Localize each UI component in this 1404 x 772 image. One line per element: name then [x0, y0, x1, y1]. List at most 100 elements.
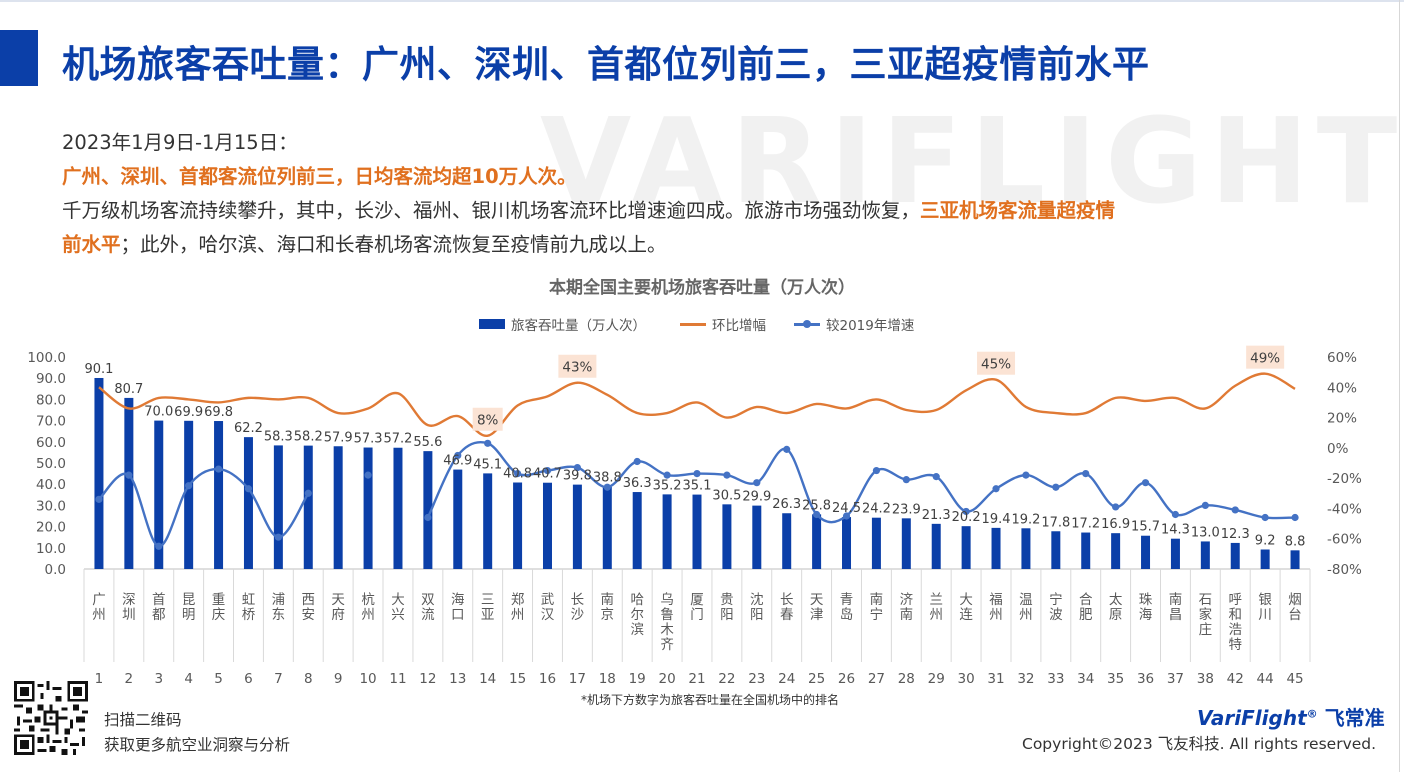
category-label: 广 — [92, 592, 106, 608]
callout-label: 8% — [477, 413, 499, 429]
rank-label: 23 — [748, 671, 765, 687]
date-line: 2023年1月9日-1月15日： — [62, 131, 298, 154]
vs2019-point — [813, 510, 821, 519]
category-label: 杭 — [361, 592, 375, 608]
qr-caption-line-1: 扫描二维码 — [104, 711, 182, 729]
legend-swatch-bar — [479, 319, 505, 329]
vs2019-point — [902, 476, 910, 484]
category-label: 齐 — [660, 637, 674, 653]
legend-item-mom: 环比增幅 — [680, 314, 766, 334]
title-accent-bar — [0, 30, 38, 86]
vs2019-point — [603, 483, 611, 491]
bar-value-label: 15.7 — [1131, 520, 1160, 535]
category-label: 门 — [690, 607, 704, 623]
bar — [1170, 538, 1180, 569]
category-label: 呼 — [1228, 592, 1242, 608]
callout-box — [977, 351, 1016, 375]
category-label: 大 — [959, 592, 973, 608]
category-label: 西 — [302, 592, 316, 608]
bar-value-label: 26.3 — [772, 497, 801, 512]
category-label: 鲁 — [660, 607, 674, 623]
category-label: 浩 — [1228, 622, 1242, 638]
category-label: 宁 — [870, 606, 884, 623]
bar — [1290, 550, 1300, 569]
bar — [94, 377, 104, 569]
vs2019-point — [304, 489, 312, 497]
category-label: 东 — [272, 607, 286, 623]
rank-label: 6 — [244, 671, 253, 687]
category-label: 兰 — [929, 592, 943, 608]
category-label: 州 — [929, 607, 943, 623]
category-label: 重 — [212, 592, 226, 608]
category-label: 宁 — [1049, 591, 1063, 608]
category-label: 首 — [152, 592, 166, 608]
bar-value-label: 62.2 — [234, 421, 263, 436]
category-label: 都 — [152, 607, 166, 623]
bar — [602, 486, 612, 569]
vs2019-point — [1201, 501, 1209, 509]
bar-value-label: 39.8 — [563, 469, 592, 484]
bar-value-label: 46.9 — [443, 454, 472, 469]
rank-label: 38 — [1197, 671, 1214, 687]
vs2019-point — [513, 470, 522, 478]
vs2019-point — [125, 471, 133, 479]
bar-value-label: 35.2 — [653, 478, 682, 493]
category-label: 南 — [1169, 592, 1183, 608]
category-label: 亚 — [481, 607, 495, 623]
category-label: 南 — [870, 592, 884, 608]
bar — [782, 513, 792, 569]
category-label: 昌 — [1169, 607, 1183, 623]
legend-label-vs2019: 较2019年增速 — [826, 318, 915, 334]
vs2019-point — [155, 542, 163, 550]
rank-label: 45 — [1286, 671, 1303, 687]
rank-label: 11 — [389, 671, 406, 687]
right-axis-tick: -60% — [1327, 532, 1362, 548]
category-label: 州 — [1019, 607, 1033, 623]
category-label: 长 — [571, 592, 585, 608]
callout-label: 43% — [562, 360, 592, 376]
category-label: 连 — [959, 607, 973, 623]
bar — [154, 420, 164, 569]
category-label: 郑 — [511, 592, 525, 608]
category-label: 尔 — [630, 607, 644, 623]
category-label: 厦 — [690, 592, 704, 608]
bar — [662, 494, 672, 569]
category-label: 兴 — [391, 607, 405, 623]
category-label: 南 — [601, 592, 615, 608]
bar-value-label: 58.3 — [264, 429, 293, 444]
category-label: 安 — [302, 607, 316, 623]
legend-label-mom: 环比增幅 — [712, 318, 766, 334]
chart-footnote: *机场下方数字为旅客吞吐量在全国机场中的排名 — [580, 693, 839, 707]
bar-value-label: 69.8 — [204, 405, 233, 420]
bar-value-label: 58.2 — [294, 430, 323, 445]
rank-label: 33 — [1047, 671, 1064, 687]
bar-value-label: 38.8 — [593, 471, 622, 486]
bar — [1111, 533, 1121, 569]
bar-value-label: 40.7 — [533, 467, 562, 482]
bar-value-label: 9.2 — [1255, 533, 1276, 548]
rank-label: 1 — [95, 671, 104, 687]
bar — [931, 523, 941, 569]
category-label: 和 — [1228, 607, 1242, 623]
left-axis-tick: 10.0 — [36, 541, 66, 557]
category-label: 济 — [900, 592, 914, 608]
bar — [124, 397, 134, 569]
rank-label: 7 — [274, 671, 283, 687]
bar — [871, 517, 881, 569]
vs2019-point — [842, 512, 851, 520]
legend-swatch-mom — [680, 322, 706, 326]
bar-value-label: 69.9 — [174, 405, 203, 420]
qr-code[interactable] — [14, 681, 88, 755]
bar-value-label: 45.1 — [473, 457, 502, 472]
paragraph-line-2: 前水平；此外，哈尔滨、海口和长春机场客流恢复至疫情前九成以上。 — [62, 228, 667, 257]
rank-label: 22 — [718, 671, 735, 687]
vs2019-point — [992, 485, 1000, 493]
category-label: 津 — [810, 607, 824, 623]
legend-label-throughput: 旅客吞吐量（万人次） — [511, 318, 646, 334]
vs2019-point — [573, 463, 581, 472]
category-label: 福 — [989, 592, 1003, 608]
watermark-text: VARIFLIGHT — [540, 92, 1404, 230]
bar-value-label: 24.2 — [862, 502, 891, 517]
category-label: 珠 — [1139, 592, 1153, 608]
